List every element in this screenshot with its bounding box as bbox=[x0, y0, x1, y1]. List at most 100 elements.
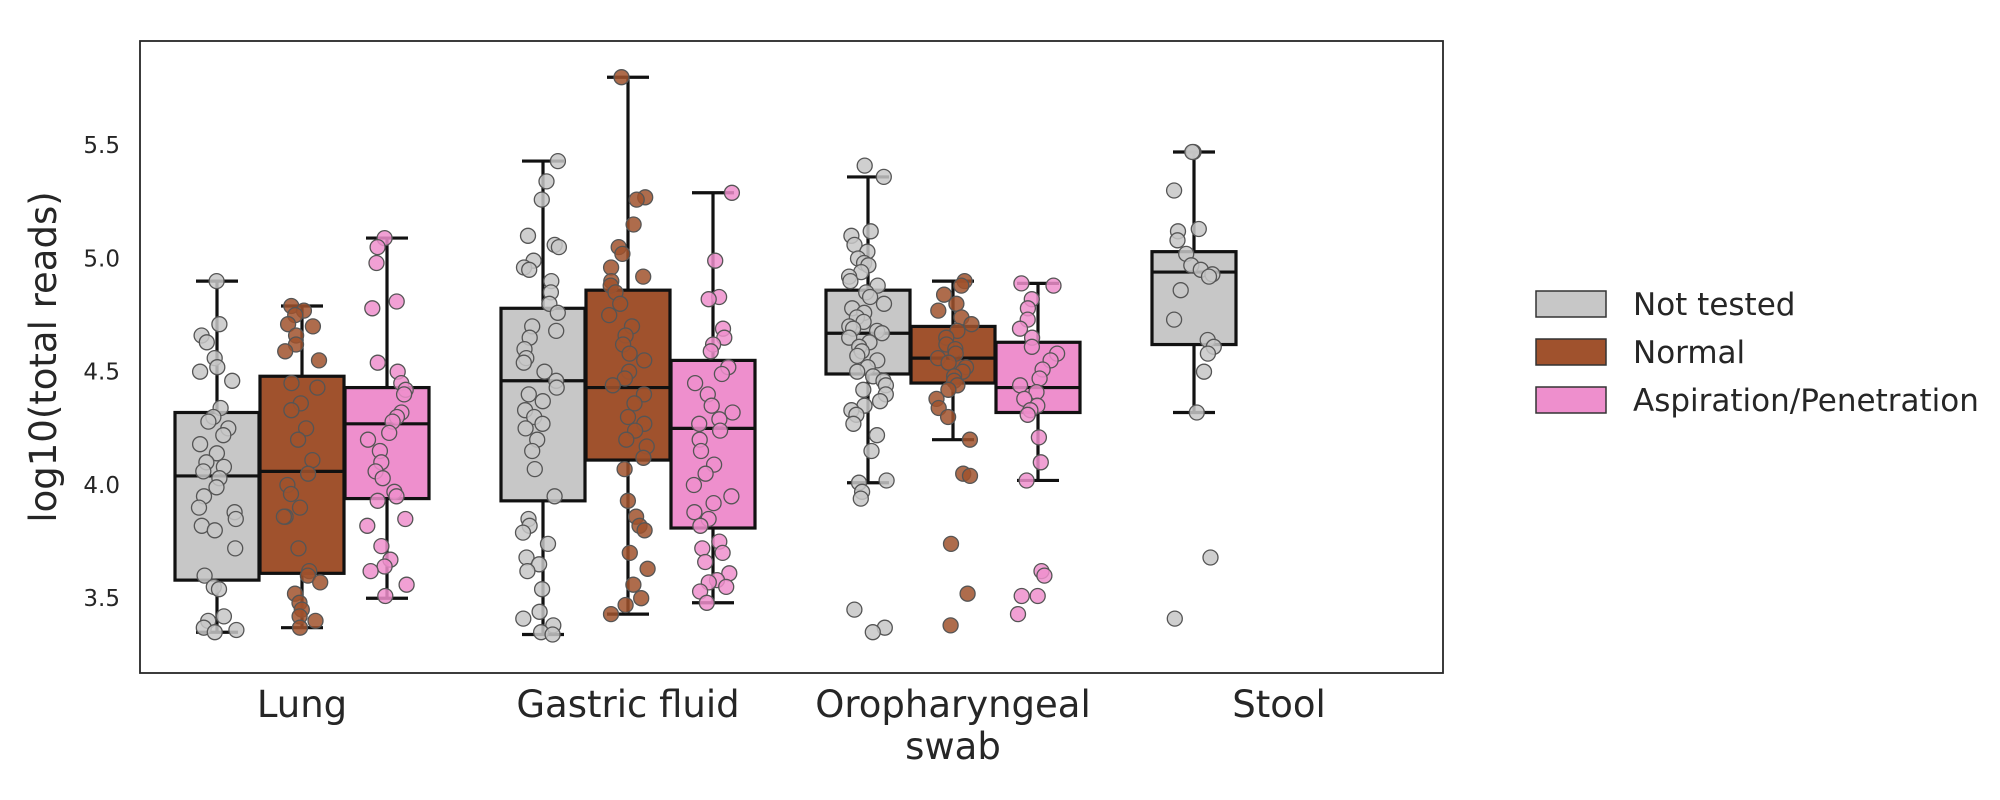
box-group-2 bbox=[343, 229, 431, 605]
data-point bbox=[224, 372, 241, 389]
data-point bbox=[291, 619, 309, 636]
data-point bbox=[700, 291, 717, 308]
data-point bbox=[388, 293, 405, 310]
box-group-1 bbox=[258, 297, 346, 636]
data-point bbox=[539, 535, 557, 553]
data-point bbox=[209, 359, 226, 376]
data-point bbox=[309, 379, 326, 396]
data-point bbox=[1200, 268, 1218, 285]
data-point bbox=[1166, 610, 1183, 627]
box-group-3 bbox=[499, 152, 587, 643]
data-point bbox=[702, 343, 719, 360]
data-point bbox=[524, 442, 541, 460]
data-point bbox=[852, 490, 869, 507]
data-point bbox=[200, 413, 217, 430]
data-point bbox=[283, 374, 300, 392]
data-point bbox=[377, 587, 394, 605]
data-point bbox=[856, 157, 873, 174]
data-point bbox=[694, 540, 711, 557]
data-point bbox=[549, 304, 566, 321]
data-point bbox=[290, 540, 307, 557]
box-group-9 bbox=[1150, 143, 1238, 627]
data-point bbox=[369, 354, 386, 371]
data-point bbox=[875, 168, 892, 186]
data-point bbox=[685, 476, 703, 494]
data-point bbox=[275, 508, 293, 525]
data-point bbox=[963, 316, 980, 333]
data-point bbox=[548, 322, 565, 340]
data-point bbox=[875, 295, 893, 312]
x-category-label: Oropharyngeal bbox=[815, 683, 1091, 726]
x-category-label: swab bbox=[905, 725, 1001, 768]
data-point bbox=[215, 427, 232, 444]
data-point bbox=[871, 393, 889, 410]
data-point bbox=[208, 445, 226, 462]
data-point bbox=[381, 424, 398, 442]
data-point bbox=[714, 544, 731, 562]
data-point bbox=[191, 363, 209, 380]
data-point bbox=[398, 576, 415, 593]
data-point bbox=[939, 408, 957, 426]
data-point bbox=[304, 318, 322, 335]
data-point bbox=[312, 574, 329, 591]
data-point bbox=[206, 522, 223, 539]
data-point bbox=[692, 517, 709, 534]
data-point bbox=[310, 352, 328, 369]
data-point bbox=[544, 626, 561, 643]
data-point bbox=[626, 395, 643, 412]
data-point bbox=[639, 560, 656, 577]
legend-swatch bbox=[1535, 386, 1607, 414]
y-axis-label: log10(total reads) bbox=[22, 191, 65, 522]
data-point bbox=[617, 596, 634, 614]
data-point bbox=[299, 567, 317, 584]
data-point bbox=[863, 442, 880, 460]
data-point bbox=[602, 259, 620, 276]
data-point bbox=[616, 460, 633, 478]
box bbox=[343, 385, 431, 501]
data-point bbox=[935, 286, 953, 303]
data-point bbox=[841, 329, 858, 346]
data-point bbox=[1013, 275, 1030, 292]
data-point bbox=[1032, 454, 1049, 471]
data-point bbox=[628, 191, 645, 208]
data-point bbox=[940, 354, 957, 371]
data-point bbox=[601, 306, 618, 324]
data-point bbox=[878, 472, 895, 489]
data-point bbox=[299, 465, 317, 482]
legend-label: Normal bbox=[1633, 335, 1745, 371]
data-point bbox=[533, 191, 550, 208]
box-group-4 bbox=[584, 69, 672, 623]
box bbox=[173, 410, 261, 582]
y-axis: 3.5 4.0 4.5 5.0 5.5 bbox=[83, 133, 120, 612]
data-point bbox=[691, 415, 708, 432]
data-point bbox=[692, 442, 710, 460]
data-point bbox=[206, 624, 223, 641]
data-point bbox=[1184, 143, 1201, 161]
data-point bbox=[534, 393, 551, 410]
data-point bbox=[190, 499, 208, 516]
data-point bbox=[283, 402, 300, 419]
data-point bbox=[550, 238, 568, 256]
y-tick-label: 3.5 bbox=[83, 586, 120, 612]
data-point bbox=[208, 272, 225, 290]
data-point bbox=[538, 173, 555, 190]
data-point bbox=[862, 223, 879, 240]
data-point bbox=[211, 316, 228, 333]
data-point bbox=[1011, 377, 1029, 394]
data-point bbox=[369, 238, 386, 256]
data-point bbox=[707, 252, 724, 269]
data-point bbox=[718, 578, 735, 596]
data-point bbox=[533, 581, 551, 598]
data-point bbox=[1029, 587, 1046, 605]
data-point bbox=[1165, 311, 1183, 328]
data-point bbox=[536, 363, 553, 380]
data-point bbox=[1009, 605, 1027, 623]
data-point bbox=[196, 567, 213, 584]
data-point bbox=[289, 431, 307, 448]
data-point bbox=[636, 522, 653, 539]
data-point bbox=[604, 377, 621, 394]
data-point bbox=[519, 227, 537, 244]
box-group-5 bbox=[669, 184, 757, 611]
data-point bbox=[686, 374, 704, 392]
